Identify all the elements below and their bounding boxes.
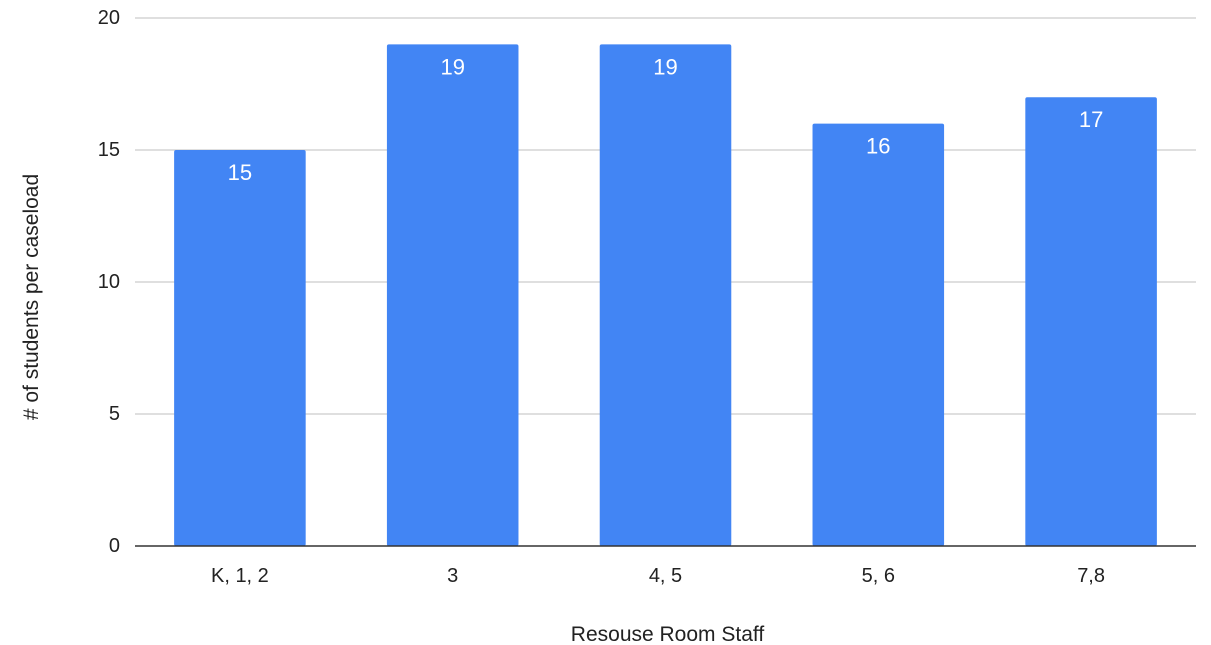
x-tick-label: 4, 5 [649,565,682,587]
bar-data-labels: 15 19 19 16 17 [228,54,1104,185]
y-tick-label: 20 [98,7,120,29]
x-tick-label: K, 1, 2 [211,565,269,587]
bar-data-label: 19 [440,54,464,79]
y-tick-label: 15 [98,139,120,161]
x-axis-ticks: K, 1, 2 3 4, 5 5, 6 7,8 [211,565,1105,587]
bar-data-label: 17 [1079,107,1103,132]
y-tick-label: 10 [98,271,120,293]
y-tick-label: 5 [109,403,120,425]
y-tick-label: 0 [109,535,120,557]
y-axis-title: # of students per caseload [20,174,43,420]
y-axis-ticks: 0 5 10 15 20 [98,7,120,557]
bar [812,123,945,546]
x-tick-label: 3 [447,565,458,587]
x-tick-label: 7,8 [1077,565,1105,587]
x-axis-title: Resouse Room Staff [571,623,765,645]
x-tick-label: 5, 6 [862,565,895,587]
bars [174,44,1157,547]
bar [174,150,306,546]
bar [599,44,732,547]
bar-data-label: 19 [653,54,677,79]
bar-data-label: 15 [228,160,252,185]
bar-data-label: 16 [866,134,890,159]
bar [1025,97,1157,546]
bar [386,44,519,547]
